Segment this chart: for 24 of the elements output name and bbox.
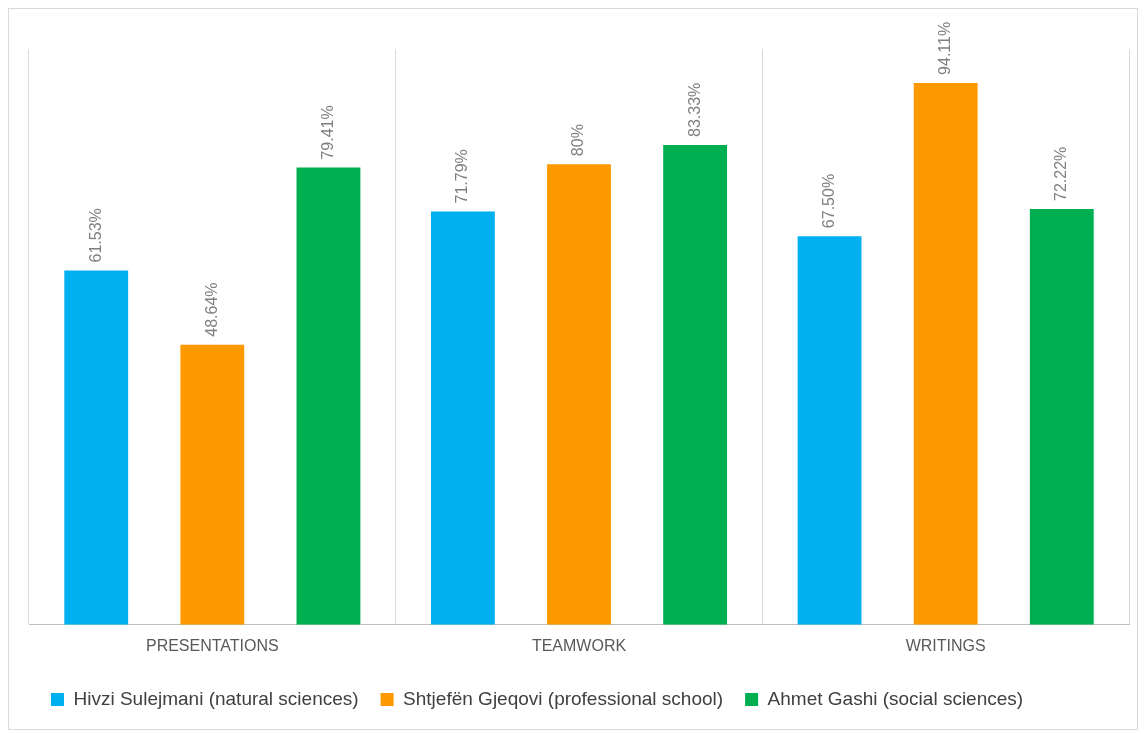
data-label: 67.50% bbox=[819, 173, 837, 229]
bar bbox=[296, 167, 361, 625]
bar bbox=[797, 236, 862, 625]
x-tick-label: PRESENTATIONS bbox=[145, 636, 279, 654]
data-label: 72.22% bbox=[1052, 146, 1070, 201]
bar bbox=[430, 211, 495, 625]
bar bbox=[547, 164, 611, 625]
data-label: 80% bbox=[569, 124, 587, 157]
data-label: 79.41% bbox=[318, 105, 336, 160]
legend-label: Hivzi Sulejmani (natural sciences) bbox=[73, 687, 359, 709]
data-label: 83.33% bbox=[685, 82, 703, 137]
bar bbox=[663, 144, 728, 625]
bar bbox=[1029, 208, 1094, 625]
x-tick-label: WRITINGS bbox=[905, 636, 986, 654]
data-label: 48.64% bbox=[202, 282, 220, 337]
data-label: 94.11% bbox=[936, 21, 954, 75]
bar bbox=[180, 344, 245, 625]
bar bbox=[64, 270, 129, 625]
bar bbox=[913, 82, 978, 625]
data-label: 61.53% bbox=[86, 208, 104, 263]
data-label: 71.79% bbox=[453, 149, 471, 204]
x-tick-label: TEAMWORK bbox=[531, 636, 627, 654]
legend-label: Ahmet Gashi (social sciences) bbox=[767, 687, 1024, 709]
legend-label: Shtjefën Gjeqovi (professional school) bbox=[403, 687, 724, 709]
